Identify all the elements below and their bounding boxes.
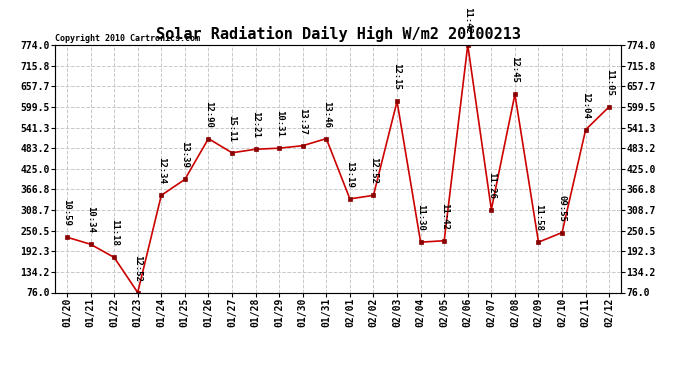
Text: 11:42: 11:42 bbox=[463, 7, 472, 34]
Text: 11:58: 11:58 bbox=[534, 204, 543, 231]
Text: 11:26: 11:26 bbox=[487, 171, 496, 198]
Text: Copyright 2010 Cartronics.com: Copyright 2010 Cartronics.com bbox=[55, 33, 200, 42]
Text: 13:19: 13:19 bbox=[346, 161, 355, 188]
Title: Solar Radiation Daily High W/m2 20100213: Solar Radiation Daily High W/m2 20100213 bbox=[156, 27, 520, 42]
Text: 12:45: 12:45 bbox=[511, 56, 520, 83]
Text: 12:34: 12:34 bbox=[157, 158, 166, 184]
Text: 12:52: 12:52 bbox=[133, 255, 142, 281]
Text: 12:04: 12:04 bbox=[581, 92, 590, 118]
Text: 11:42: 11:42 bbox=[440, 203, 449, 229]
Text: 13:37: 13:37 bbox=[298, 108, 307, 135]
Text: 11:05: 11:05 bbox=[604, 69, 613, 96]
Text: 15:11: 15:11 bbox=[228, 115, 237, 142]
Text: 09:55: 09:55 bbox=[558, 195, 566, 222]
Text: 10:34: 10:34 bbox=[86, 206, 95, 233]
Text: 12:15: 12:15 bbox=[393, 63, 402, 90]
Text: 11:18: 11:18 bbox=[110, 219, 119, 246]
Text: 12:21: 12:21 bbox=[251, 111, 260, 138]
Text: 13:39: 13:39 bbox=[180, 141, 189, 168]
Text: 13:46: 13:46 bbox=[322, 100, 331, 128]
Text: 12:90: 12:90 bbox=[204, 100, 213, 128]
Text: 12:52: 12:52 bbox=[369, 158, 378, 184]
Text: 10:31: 10:31 bbox=[275, 110, 284, 137]
Text: 11:30: 11:30 bbox=[416, 204, 425, 231]
Text: 10:59: 10:59 bbox=[63, 199, 72, 226]
